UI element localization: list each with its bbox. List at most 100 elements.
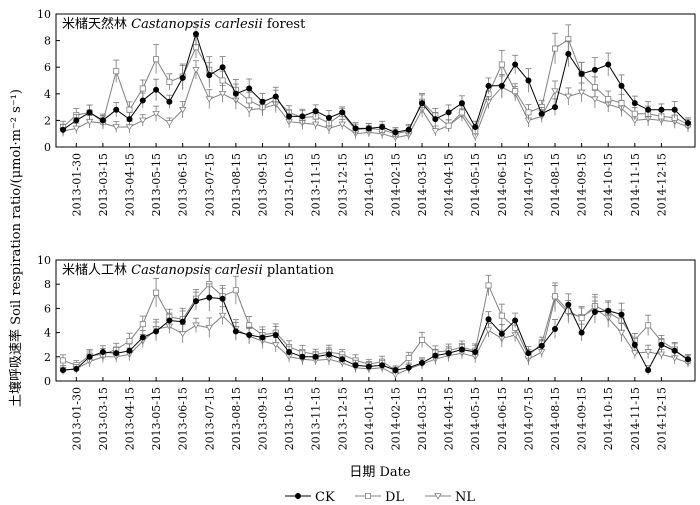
top-x-tick-label: 2014-05-15 (469, 153, 482, 216)
bottom-CK-point (219, 295, 226, 302)
top-CK-point (325, 114, 332, 121)
top-x-tick-label: 2013-04-15 (123, 153, 136, 216)
bottom-plot-frame (55, 259, 696, 382)
bottom-CK-point (73, 365, 80, 372)
bottom-x-tick-label: 2013-07-15 (203, 387, 216, 450)
top-CK-point (472, 124, 479, 131)
top-NL-point (178, 106, 187, 114)
top-y-tick-label: 10 (37, 8, 51, 21)
bottom-x-tick-label: 2014-01-15 (363, 387, 376, 450)
top-CK-point (232, 90, 239, 97)
bottom-DL-point (405, 355, 412, 362)
bottom-CK-point (232, 328, 239, 335)
bottom-NL-point (218, 312, 227, 320)
bottom-x-tick-label: 2013-06-15 (177, 387, 190, 450)
top-CK-point (392, 129, 399, 136)
top-DL-point (605, 96, 612, 103)
bottom-CK-point (419, 359, 426, 366)
top-title-species: Castanopsis carlesii (131, 17, 263, 32)
top-x-tick-label: 2013-03-15 (97, 153, 110, 216)
top-NL-point (192, 67, 200, 74)
top-x-tick-label: 2014-12-15 (655, 153, 668, 216)
top-CK-point (512, 61, 519, 68)
top-CK-point (498, 82, 505, 89)
top-CK-point (365, 125, 372, 132)
top-x-tick-label: 2013-09-15 (256, 153, 269, 216)
top-DL-point (498, 61, 505, 68)
bottom-CK-point (379, 362, 386, 369)
bottom-CK-point (166, 317, 173, 324)
top-CK-point (591, 66, 598, 73)
bottom-DL-point (139, 321, 146, 328)
top-CK-point (685, 120, 692, 127)
top-CK-point (299, 113, 306, 120)
bottom-NL-point (205, 324, 213, 332)
bottom-CK-point (605, 307, 612, 314)
top-x-tick-label: 2013-06-15 (177, 153, 190, 216)
top-CK-point (73, 117, 80, 124)
top-CK-point (618, 82, 625, 89)
bottom-y-tick-label: 0 (44, 375, 51, 388)
legend: CK DL NL (285, 490, 475, 505)
top-CK-point (272, 93, 279, 100)
bottom-DL-point (232, 287, 239, 294)
top-CK-point (259, 98, 266, 105)
bottom-DL-point (578, 315, 585, 322)
bottom-CK-point (126, 347, 133, 354)
top-CK-point (166, 98, 173, 105)
legend-label-dl: DL (385, 490, 404, 505)
bottom-y-tick-label: 2 (44, 351, 51, 364)
bottom-CK-point (432, 352, 439, 359)
bottom-CK-point (458, 346, 465, 353)
top-y-tick-label: 6 (44, 61, 51, 74)
bottom-x-tick-label: 2014-06-15 (496, 387, 509, 450)
top-NL-point (112, 124, 120, 131)
top-y-tick-label: 0 (44, 141, 51, 154)
bottom-x-tick-label: 2013-03-15 (97, 387, 110, 450)
top-x-tick-label: 2014-03-15 (416, 153, 429, 216)
bottom-CK-point (685, 356, 692, 363)
bottom-series-DL (60, 268, 692, 375)
top-x-tick-label: 2013-12-15 (336, 153, 349, 216)
bottom-x-tick-label: 2014-02-15 (389, 387, 402, 450)
bottom-DL-point (498, 312, 505, 319)
top-x-tick-label: 2014-11-15 (629, 153, 642, 216)
top-CK-point (206, 72, 213, 79)
top-CK-point (352, 125, 359, 132)
bottom-CK-point (299, 353, 306, 360)
legend-marker-ck (294, 492, 301, 499)
bottom-CK-point (246, 332, 253, 339)
bottom-y-tick-label: 6 (44, 302, 51, 315)
bottom-CK-point (591, 309, 598, 316)
bottom-CK-point (472, 348, 479, 355)
top-CK-point (432, 116, 439, 123)
bottom-NL-point (192, 322, 200, 329)
bottom-CK-point (485, 316, 492, 323)
bottom-panel-title: 米槠人工林 Castanopsis carlesii plantation (62, 263, 335, 278)
top-NL-point (431, 128, 440, 135)
bottom-x-tick-label: 2014-04-15 (443, 387, 456, 450)
top-CK-point (86, 109, 93, 116)
bottom-title-cn: 米槠人工林 (62, 263, 131, 278)
bottom-CK-point (192, 298, 199, 305)
top-CK-point (552, 104, 559, 111)
bottom-x-tick-label: 2013-11-15 (310, 387, 323, 450)
top-NL-point (152, 110, 160, 118)
top-x-tick-label: 2014-01-15 (363, 153, 376, 216)
top-CK-point (219, 64, 226, 71)
bottom-CK-point (153, 328, 160, 335)
top-CK-point (246, 85, 253, 92)
bottom-CK-point (618, 311, 625, 318)
top-x-tick-label: 2013-07-15 (203, 153, 216, 216)
top-DL-point (591, 84, 598, 91)
legend-item-nl: NL (425, 490, 475, 505)
bottom-x-tick-label: 2014-10-15 (602, 387, 615, 450)
top-CK-point (179, 74, 186, 81)
top-CK-point (605, 61, 612, 68)
bottom-x-tick-label: 2013-10-15 (283, 387, 296, 450)
bottom-title-species: Castanopsis carlesii (131, 263, 263, 278)
bottom-DL-point (645, 322, 652, 329)
top-series-NL (59, 60, 692, 142)
top-NL-point (205, 96, 213, 103)
